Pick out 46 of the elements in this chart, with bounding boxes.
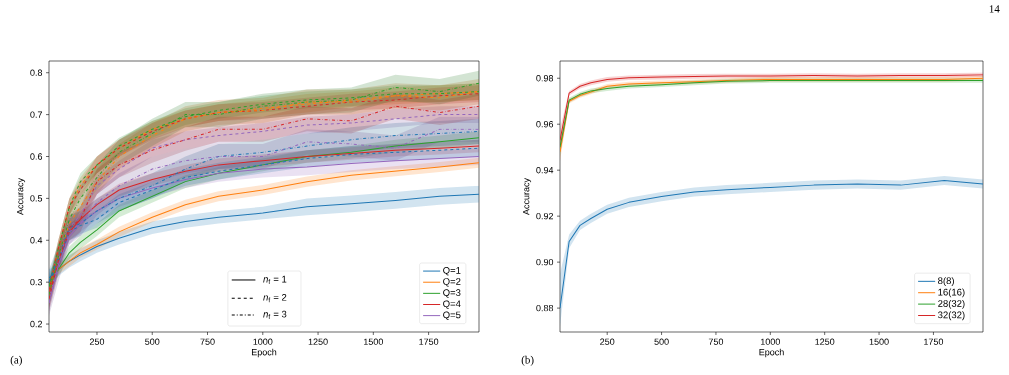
y-tick-label: 0.88 xyxy=(536,304,554,312)
y-tick-label: 0.94 xyxy=(536,166,554,174)
text: (a) xyxy=(10,355,22,366)
x-tick-label: 500 xyxy=(654,338,669,345)
x-tick-label: 1250 xyxy=(815,338,835,345)
annotation: n$_{f}$ = 1 xyxy=(263,275,287,285)
legend-label: Q=5 xyxy=(443,311,461,320)
x-tick-label: 1500 xyxy=(364,338,383,345)
y-tick-label: 0.98 xyxy=(536,75,554,82)
y-tick-label: 0.7 xyxy=(30,111,43,118)
y-tick-label: 0.96 xyxy=(536,121,554,128)
x-tick-label: 1500 xyxy=(869,338,889,345)
x-tick-label: 1000 xyxy=(253,338,273,345)
x-tick-label: 500 xyxy=(145,338,160,345)
y-tick-label: 0.3 xyxy=(30,278,43,286)
legend-label: 8(8) xyxy=(938,277,954,286)
legend-label: Q=3 xyxy=(443,289,461,298)
y-tick-label: 0.90 xyxy=(536,258,554,266)
text: 14 xyxy=(989,5,1000,13)
y-axis-title: Accuracy xyxy=(523,178,532,215)
x-tick-label: 250 xyxy=(89,338,105,345)
x-axis-title: Epoch xyxy=(251,348,277,358)
legend-label: 32(32) xyxy=(938,311,965,321)
annotation: n$_{f}$ = 2 xyxy=(263,293,287,303)
x-tick-label: 750 xyxy=(200,338,215,345)
legend-label: 16(16) xyxy=(938,288,965,298)
x-tick-label: 1000 xyxy=(760,338,780,345)
x-tick-label: 750 xyxy=(708,338,724,345)
y-tick-label: 0.92 xyxy=(536,212,554,220)
legend-label: Q=2 xyxy=(443,278,461,287)
y-tick-label: 0.5 xyxy=(30,195,43,202)
legend-label: Q=1 xyxy=(443,267,461,276)
y-tick-label: 0.8 xyxy=(30,69,43,76)
y-tick-label: 0.4 xyxy=(30,237,43,244)
x-tick-label: 1750 xyxy=(924,338,944,345)
text: (b) xyxy=(521,355,534,366)
x-tick-label: 1250 xyxy=(308,338,328,345)
y-axis-title: Accuracy xyxy=(17,178,26,215)
annotation: n$_{f}$ = 3 xyxy=(263,310,287,320)
x-axis-title: Epoch xyxy=(759,348,784,358)
legend-label: 28(32) xyxy=(938,299,965,309)
y-tick-label: 0.2 xyxy=(30,320,43,328)
legend-label: Q=4 xyxy=(443,300,461,309)
x-tick-label: 1750 xyxy=(419,338,439,345)
x-tick-label: 250 xyxy=(600,338,615,345)
y-tick-label: 0.6 xyxy=(30,153,43,160)
